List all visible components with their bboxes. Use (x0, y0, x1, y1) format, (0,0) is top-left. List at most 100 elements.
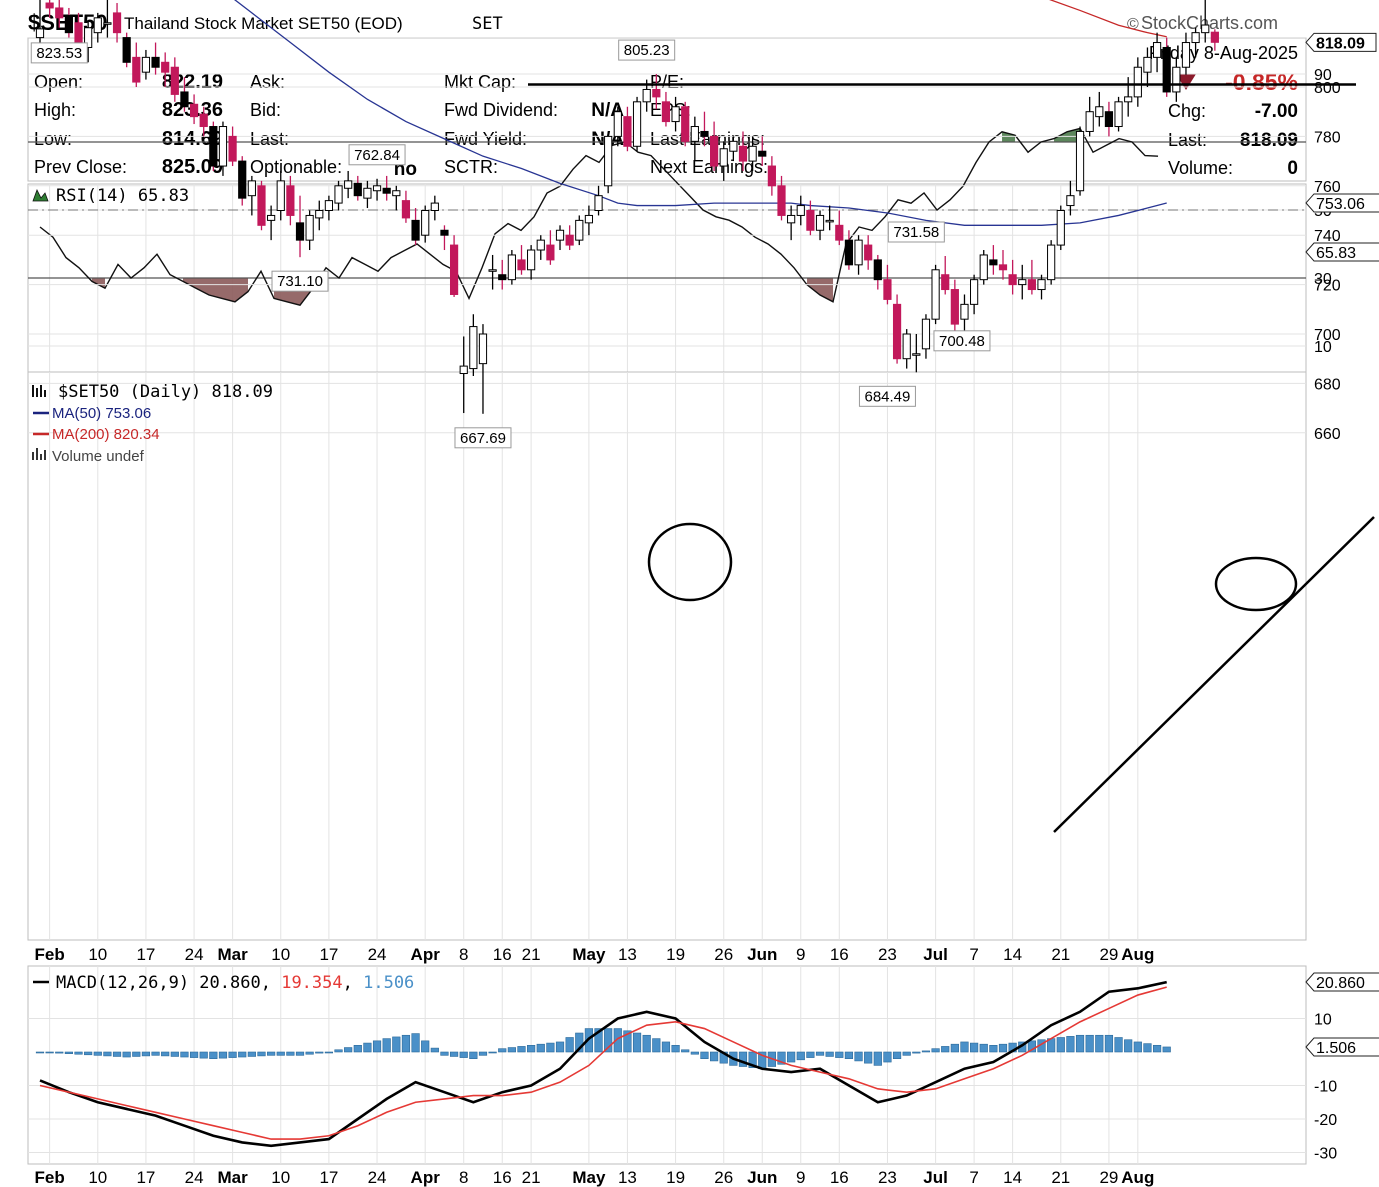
macd-histogram-bar (546, 1042, 555, 1053)
candle-body-filled (161, 61, 170, 73)
stat-label: Last: (250, 129, 289, 149)
rsi-title: RSI(14) 65.83 (56, 186, 189, 206)
candle-body-hollow (267, 214, 276, 221)
macd-histogram-bar (700, 1051, 709, 1059)
x-tick-label: 24 (185, 1168, 204, 1187)
macd-histogram-bar (161, 1051, 170, 1057)
candle-body-hollow (1201, 24, 1210, 34)
candle (1047, 240, 1056, 285)
candle (613, 106, 622, 147)
candle (1191, 27, 1200, 58)
macd-histogram-bar (652, 1038, 661, 1053)
legend-entry: MA(200) 820.34 (52, 426, 160, 443)
macd-histogram-bar (632, 1032, 642, 1053)
candle (430, 195, 439, 221)
macd-histogram-bar (527, 1045, 536, 1053)
macd-histogram-bar (478, 1051, 488, 1056)
x-tick-label: 14 (1003, 1168, 1022, 1187)
x-tick-label: 17 (136, 1168, 155, 1187)
rsi-oversold-fill (807, 278, 834, 302)
candle (267, 205, 276, 241)
price-annotation-label: 684.49 (864, 388, 910, 405)
rsi-panel: RSI(14) 65.831030509065.83 (27, 67, 1379, 373)
candle (912, 334, 921, 373)
price-tick-label: 720 (1314, 278, 1341, 295)
candle-body-filled (1162, 46, 1171, 93)
candle (45, 0, 54, 18)
candle (1095, 91, 1104, 127)
price-annotation-box (933, 330, 991, 352)
candle (835, 210, 844, 246)
macd-histogram-bar (1075, 1034, 1085, 1053)
candle-body-hollow (507, 254, 516, 281)
x-tick-label: 17 (319, 945, 338, 964)
macd-histogram-bar (199, 1051, 208, 1059)
candle-body-filled (767, 165, 776, 187)
x-tick-label: 16 (493, 945, 512, 964)
price-title: $SET50 (Daily) 818.09 (58, 382, 273, 402)
candle (738, 131, 748, 171)
candle-body-hollow (921, 318, 931, 350)
macd-histogram-bar (401, 1034, 411, 1053)
brand-name: StockCharts.com (1141, 13, 1278, 33)
candle-body-hollow (912, 353, 921, 356)
macd-histogram-bar (787, 1051, 796, 1063)
current-value-label: 20.860 (1316, 975, 1365, 992)
candle (161, 52, 170, 87)
candle-body-filled (151, 56, 160, 68)
x-tick-label: 26 (714, 945, 733, 964)
candle (546, 230, 555, 265)
candle (247, 175, 256, 216)
candle-body-hollow (594, 195, 603, 211)
symbol-name: Thailand Stock Market SET50 (EOD) (124, 14, 403, 33)
rsi-tick-label: 10 (1314, 339, 1332, 356)
candle-body-hollow (1181, 42, 1191, 68)
macd-histogram-bar (1056, 1037, 1065, 1053)
x-tick-label: 17 (136, 945, 155, 964)
candle-body-filled (941, 274, 950, 291)
candle (189, 94, 199, 125)
candle-body-filled (411, 219, 420, 241)
macd-title-part: 1.506 (363, 973, 414, 993)
candle (132, 42, 141, 87)
stat-label: Low: (34, 129, 72, 149)
macd-histogram-bar (74, 1051, 83, 1055)
candle (122, 32, 131, 68)
candle (565, 225, 574, 251)
candle-body-hollow (459, 365, 468, 375)
price-annotation-label: 762.84 (354, 147, 400, 164)
candle-body-hollow (604, 135, 613, 187)
x-tick-label: 16 (493, 1168, 512, 1187)
candle (209, 121, 218, 171)
macd-title-part: , (261, 973, 281, 993)
candle (517, 245, 526, 275)
candle-body-hollow (729, 140, 738, 152)
candle-body-filled (806, 210, 815, 231)
x-tick-label: Jul (923, 945, 948, 964)
macd-histogram-bar (979, 1043, 988, 1053)
candle (382, 175, 391, 201)
current-value-tag (1305, 972, 1379, 992)
price-tick-label: 700 (1314, 327, 1341, 344)
candle (719, 141, 728, 181)
volume-icon (32, 448, 46, 460)
x-tick-label: Mar (217, 1168, 248, 1187)
macd-histogram-bar (825, 1051, 834, 1057)
candle (286, 175, 295, 226)
candle (1075, 126, 1085, 196)
candle (1056, 205, 1065, 251)
candle-body-hollow (344, 180, 353, 189)
price-annotation-label: 823.53 (36, 45, 82, 62)
macd-histogram-bar (1162, 1046, 1171, 1053)
macd-histogram-bar (815, 1051, 825, 1056)
candle (449, 235, 459, 297)
stat-label: Fwd Yield: (444, 129, 527, 149)
price-annotation-box (618, 39, 676, 61)
macd-tick-label: -20 (1314, 1112, 1337, 1129)
candle (392, 185, 401, 211)
x-tick-label: Jun (747, 1168, 777, 1187)
candle (180, 77, 189, 112)
macd-histogram-bar (642, 1034, 651, 1053)
macd-histogram-bar (411, 1033, 420, 1053)
